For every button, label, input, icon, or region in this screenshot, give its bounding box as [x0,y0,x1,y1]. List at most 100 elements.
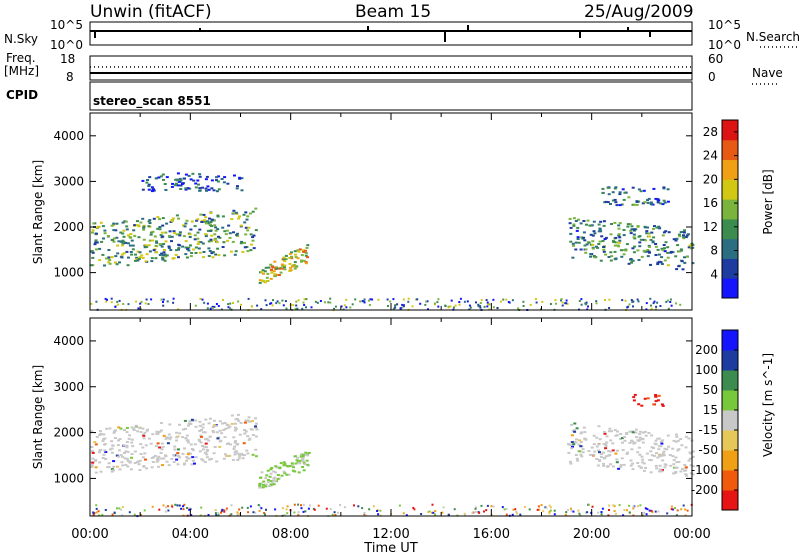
data-cell [172,230,176,233]
data-cell [617,224,621,227]
data-cell [662,231,666,234]
noise-cell [622,514,625,517]
x-tick-label: 04:00 [172,527,209,542]
data-cell [630,228,634,231]
noise-cell [607,514,610,517]
data-cell [116,252,120,255]
noise-cell [369,298,372,301]
noise-cell [626,509,628,512]
data-cell [152,456,156,459]
data-cell [138,256,142,259]
y-tick-label: 3000 [53,174,84,188]
noise-cell [386,298,389,301]
data-cell [208,223,212,226]
data-cell [133,462,137,464]
noise-cell [140,300,143,303]
data-cell [183,462,187,465]
noise-cell [363,512,366,514]
data-cell [595,436,599,439]
data-cell [629,258,633,261]
data-cell [290,257,294,260]
data-cell [659,261,663,264]
data-cell [575,229,579,232]
data-cell [137,463,141,466]
noise-cell [256,304,259,307]
noise-cell [650,307,653,310]
data-cell [188,233,192,236]
data-cell [225,455,229,457]
noise-cell [555,302,557,305]
noise-cell [214,512,217,515]
data-cell [688,451,692,454]
data-cell [193,443,197,446]
data-cell [200,221,204,223]
data-cell [161,224,165,227]
y-tick-label: 1000 [53,471,84,485]
data-cell [223,422,227,424]
noise-cell [554,299,557,302]
data-cell [666,256,670,259]
data-cell [198,251,202,254]
data-cell [92,222,96,225]
data-cell [628,223,632,226]
data-cell [108,259,112,261]
data-cell [251,434,255,436]
data-cell [641,441,645,444]
noise-cell [437,298,440,301]
data-cell [611,442,615,445]
data-cell [133,450,137,453]
data-cell [642,249,646,252]
noise-cell [645,308,648,311]
data-cell [657,448,661,451]
data-cell [630,259,634,262]
noise-cell [303,298,306,301]
x-tick-label: 00:00 [71,527,108,542]
noise-cell [567,508,570,511]
noise-cell [646,508,649,511]
noise-cell [627,305,630,308]
data-cell [207,188,211,191]
data-cell [94,466,98,469]
data-cell [582,236,586,239]
data-cell [581,448,585,451]
data-cell [580,455,584,458]
data-cell [102,453,106,456]
data-cell [151,433,155,436]
data-cell [179,179,183,182]
data-cell [204,418,208,421]
x-tick-label: 16:00 [473,527,510,542]
data-cell [691,465,695,468]
data-cell [663,250,667,253]
data-cell [238,215,241,218]
data-cell [142,437,146,440]
data-cell [274,465,278,468]
data-cell [201,459,205,462]
data-cell [123,452,126,454]
noise-cell [490,505,493,508]
data-cell [227,455,231,457]
data-cell [236,418,239,420]
noise-cell [110,301,113,304]
data-cell [167,433,171,436]
date-title: 25/Aug/2009 [584,2,694,22]
data-cell [614,186,618,189]
noise-cell [247,297,250,300]
noise-cell [269,302,271,305]
data-cell [193,234,197,237]
noise-cell [560,298,563,301]
noise-cell [670,508,673,511]
data-cell [591,243,595,246]
data-cell [101,253,105,256]
data-cell [206,449,209,451]
power-colorbar-label: 24 [703,149,718,163]
data-cell [687,246,691,249]
data-cell [187,452,191,455]
noise-cell [282,304,285,307]
data-cell [199,213,203,216]
data-cell [194,186,198,189]
data-cell [250,243,254,246]
data-cell [223,436,227,439]
data-cell [630,261,633,264]
data-cell [239,242,243,245]
data-cell [650,434,654,437]
